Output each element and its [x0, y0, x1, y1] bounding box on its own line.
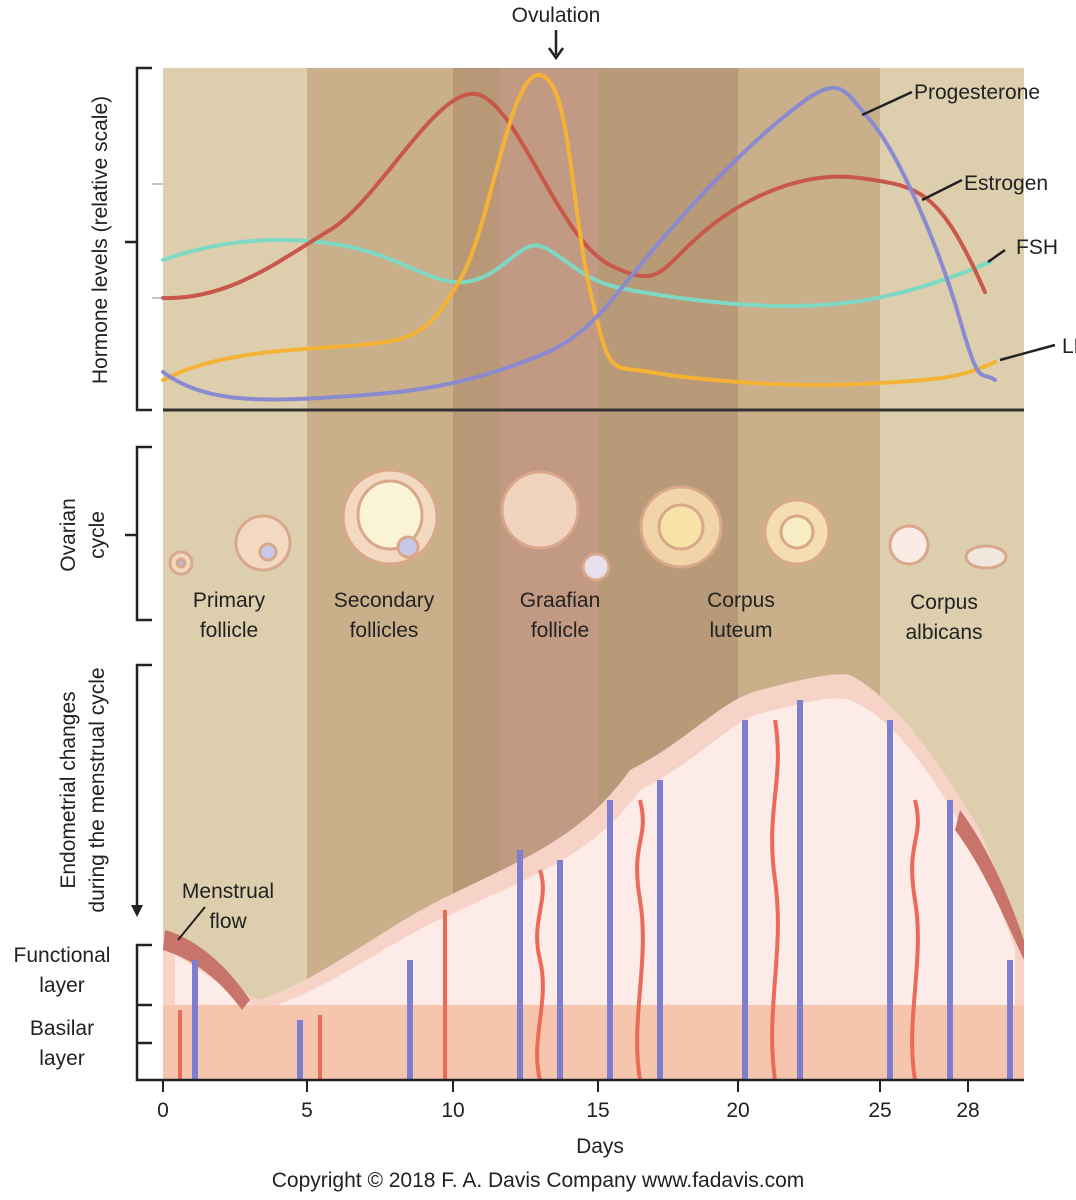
hormone-curves [161, 73, 997, 402]
layer-label: Functional [14, 944, 111, 967]
y-label: cycle [86, 511, 109, 559]
panel-axes [125, 66, 163, 1082]
x-tick-label: 20 [726, 1099, 749, 1122]
lh-curve [161, 73, 997, 387]
x-tick-label: 5 [301, 1099, 313, 1122]
estrogen-curve [161, 91, 987, 301]
y-label: Ovarian [57, 498, 80, 572]
stage-label: Corpus [707, 589, 775, 612]
y-label: during the menstrual cycle [86, 667, 109, 912]
x-tick-label: 25 [868, 1099, 891, 1122]
layer-label: layer [39, 974, 85, 997]
copyright: Copyright © 2018 F. A. Davis Company www… [272, 1169, 805, 1192]
stage-label: follicle [200, 619, 258, 642]
y-label: Hormone levels (relative scale) [89, 96, 112, 384]
curve-label: Estrogen [964, 172, 1048, 195]
stage-label: Corpus [910, 591, 978, 614]
annotation: Menstrual [182, 880, 274, 903]
x-axis: 0 5 10 15 20 25 28 Days [157, 1078, 1024, 1158]
x-tick-label: 28 [956, 1099, 979, 1122]
layer-label: Basilar [30, 1017, 94, 1040]
stage-label: luteum [709, 619, 772, 642]
stage-label: Secondary [334, 589, 435, 612]
endometrium [163, 674, 1024, 1081]
layer-label: layer [39, 1047, 85, 1070]
x-tick-label: 0 [157, 1099, 169, 1122]
y-label: Endometrial changes [57, 691, 80, 888]
curve-label: FSH [1016, 236, 1058, 259]
x-axis-label: Days [576, 1135, 624, 1158]
stage-label: albicans [905, 621, 982, 644]
stage-label: follicle [531, 619, 589, 642]
fsh-curve [161, 238, 992, 309]
follicles [168, 468, 1008, 582]
x-tick-label: 15 [586, 1099, 609, 1122]
stage-label: follicles [350, 619, 419, 642]
stage-label: Graafian [520, 589, 601, 612]
annotation: flow [209, 910, 247, 933]
stage-labels: Primary follicle Secondary follicles Gra… [193, 589, 983, 644]
progesterone-curve [161, 86, 997, 402]
curve-label: Progesterone [914, 81, 1040, 104]
x-tick-label: 10 [441, 1099, 464, 1122]
curve-label: LH [1062, 335, 1076, 358]
stage-label: Primary [193, 589, 266, 612]
ovulation-label: Ovulation [512, 4, 601, 27]
leader-lines [547, 30, 1056, 362]
